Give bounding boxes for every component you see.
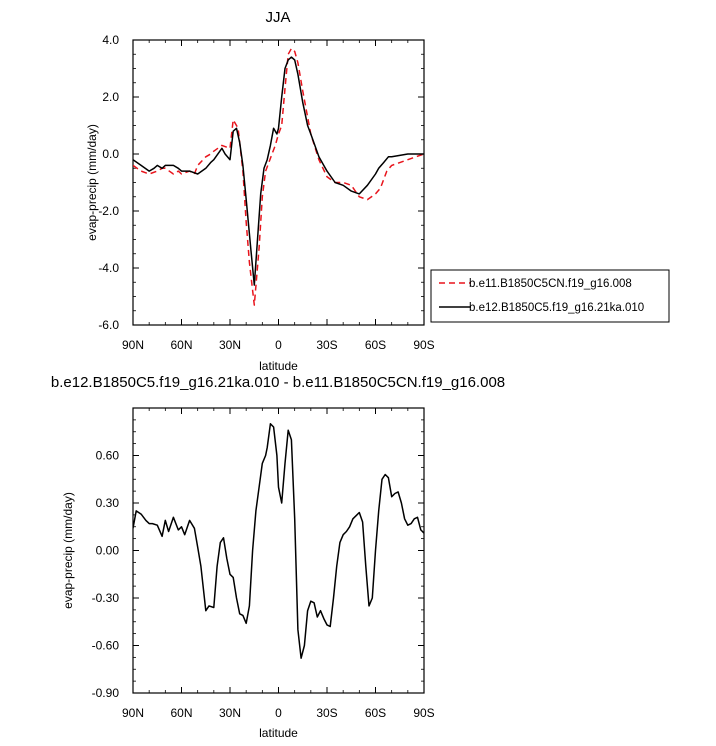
y-tick-label: 0.60 (96, 449, 120, 463)
x-tick-label: 90S (413, 706, 434, 720)
y-tick-label: -0.90 (92, 686, 120, 700)
x-tick-label: 30S (316, 706, 337, 720)
x-tick-label: 0 (275, 338, 282, 352)
y-tick-label: 4.0 (102, 33, 119, 47)
series-line-1 (133, 47, 424, 306)
plot-frame (132, 407, 425, 694)
y-tick-label: 0.0 (102, 147, 119, 161)
y-tick-label: -6.0 (98, 318, 119, 332)
series-line-1 (133, 423, 424, 659)
legend-box (430, 269, 670, 323)
legend: b.e11.B1850C5CN.f19_g16.008 b.e12.B1850C5… (430, 269, 670, 323)
y-tick-label: -0.60 (92, 639, 120, 653)
x-tick-label: 60S (365, 706, 386, 720)
chart-title: b.e12.B1850C5.f19_g16.21ka.010 - b.e11.B… (51, 374, 505, 391)
x-tick-label: 30N (219, 706, 241, 720)
x-tick-label: 60S (365, 338, 386, 352)
x-tick-label: 90N (122, 706, 144, 720)
y-tick-label: 2.0 (102, 90, 119, 104)
legend-label-2: b.e12.B1850C5.f19_g16.21ka.010 (469, 302, 644, 314)
chart-title: JJA (265, 9, 290, 26)
x-tick-label: 60N (170, 706, 192, 720)
x-tick-label: 60N (170, 338, 192, 352)
x-tick-label: 30N (219, 338, 241, 352)
series-line-2 (133, 56, 424, 286)
plot-frame (132, 39, 425, 326)
y-tick-label: -4.0 (98, 261, 119, 275)
y-tick-label: -0.30 (92, 591, 120, 605)
y-tick-label: 0.00 (96, 544, 120, 558)
x-tick-label: 90S (413, 338, 434, 352)
y-axis-label: evap-precip (mm/day) (85, 124, 99, 241)
y-axis-label: evap-precip (mm/day) (61, 492, 75, 609)
x-tick-label: 90N (122, 338, 144, 352)
x-axis-label: latitude (259, 359, 298, 373)
y-tick-label: -2.0 (98, 204, 119, 218)
y-tick-label: 0.30 (96, 496, 120, 510)
x-tick-label: 0 (275, 706, 282, 720)
chart-2: b.e12.B1850C5.f19_g16.21ka.010 - b.e11.B… (51, 374, 505, 740)
x-tick-label: 30S (316, 338, 337, 352)
chart-1: JJA 90N 60N 30N 0 30S 60S 90S 4.0 2.0 0.0 -2.0 -4.0 -… (85, 9, 670, 373)
legend-label-1: b.e11.B1850C5CN.f19_g16.008 (469, 278, 632, 290)
x-axis-label: latitude (259, 726, 298, 740)
